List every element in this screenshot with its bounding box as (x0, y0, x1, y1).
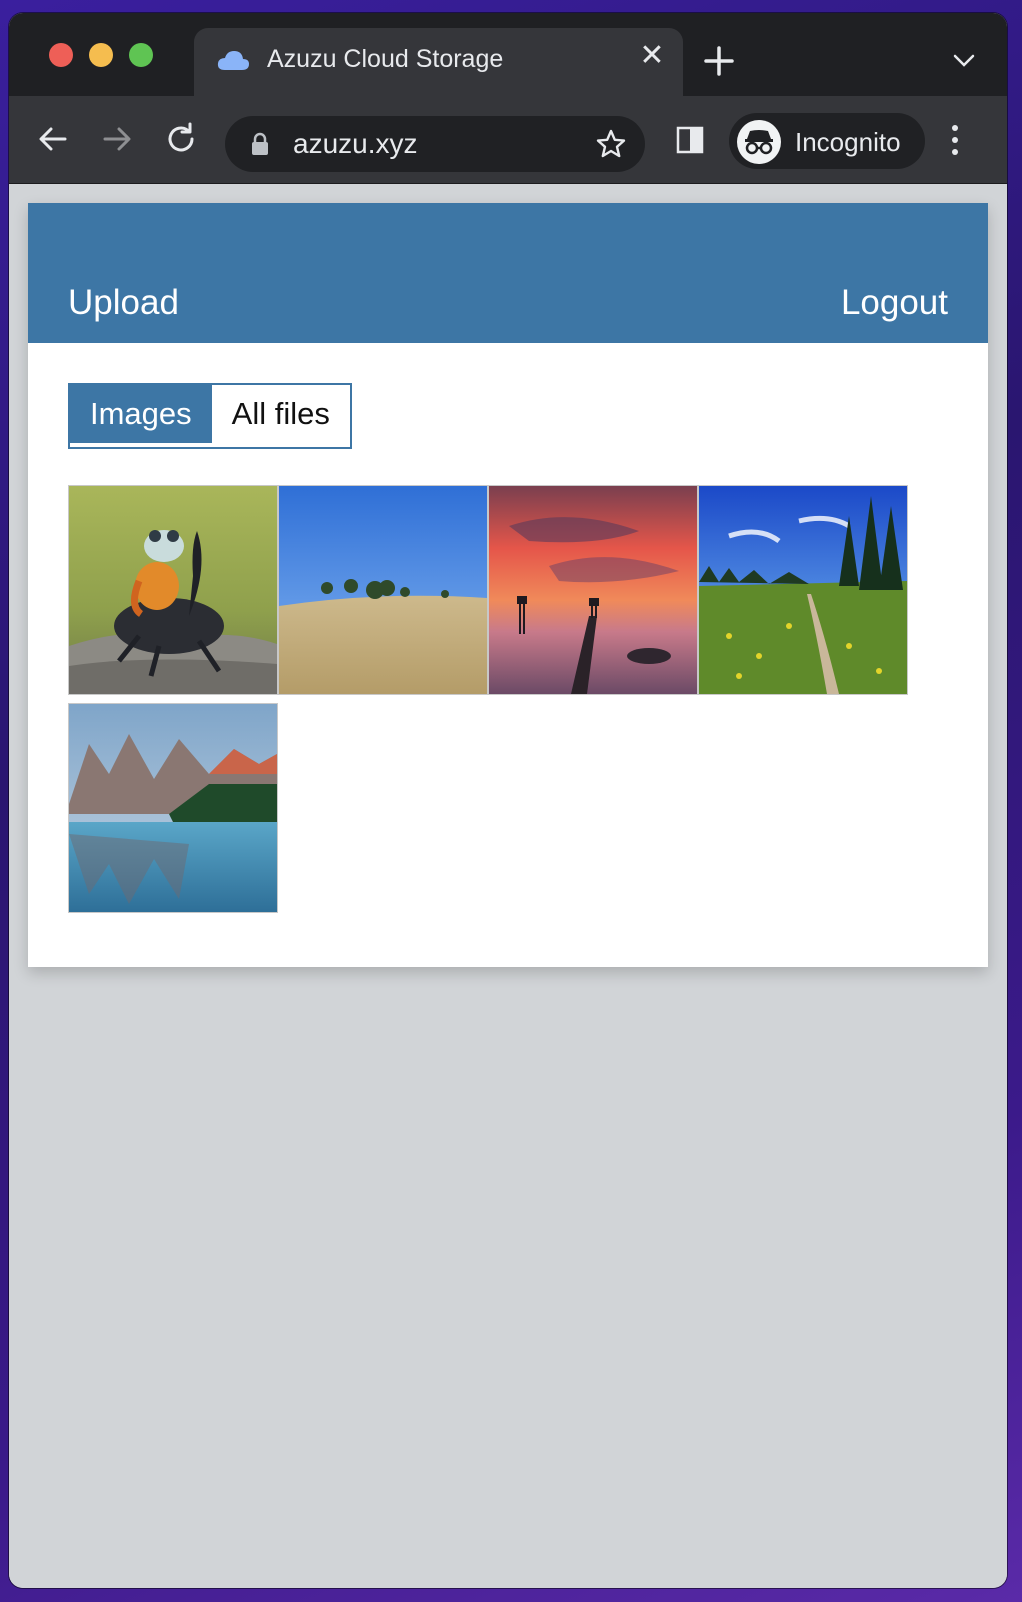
incognito-label: Incognito (795, 127, 901, 157)
image-thumbnail-5[interactable] (68, 703, 278, 913)
tab-images[interactable]: Images (70, 385, 212, 443)
image-thumbnail-4[interactable] (698, 485, 908, 695)
incognito-icon (745, 130, 773, 155)
tab-all-files[interactable]: All files (211, 385, 350, 443)
lock-icon[interactable] (251, 132, 269, 156)
sunset-pier-image (489, 486, 697, 694)
minimize-window-button[interactable] (89, 43, 113, 67)
logout-link[interactable]: Logout (840, 283, 948, 322)
incognito-profile-button[interactable]: Incognito (729, 113, 925, 169)
browser-tab[interactable]: Azuzu Cloud Storage ✕ (194, 28, 683, 96)
url-text[interactable]: azuzu.xyz (293, 128, 418, 159)
image-thumbnail-1[interactable] (68, 485, 278, 695)
frog-beetle-image (69, 486, 277, 694)
address-bar[interactable]: azuzu.xyz (225, 116, 645, 172)
browser-window: Azuzu Cloud Storage ✕ azuzu.xyz (9, 13, 1007, 1588)
cloud-icon (217, 51, 249, 70)
main-card: Upload Logout Images All files (28, 203, 988, 967)
app-header: Upload Logout (28, 203, 988, 343)
browser-toolbar: azuzu.xyz Incognito (9, 96, 1007, 184)
close-window-button[interactable] (49, 43, 73, 67)
forward-arrow-icon[interactable] (99, 121, 135, 157)
maximize-window-button[interactable] (129, 43, 153, 67)
side-panel-icon[interactable] (675, 125, 705, 155)
chevron-down-icon[interactable] (951, 51, 977, 71)
tab-title: Azuzu Cloud Storage (267, 45, 504, 73)
kebab-menu-icon[interactable] (949, 123, 961, 157)
mountain-lake-image (69, 704, 277, 912)
incognito-avatar (737, 120, 781, 164)
grass-field-image (279, 486, 487, 694)
back-arrow-icon[interactable] (35, 121, 71, 157)
filter-tabs: Images All files (68, 383, 352, 449)
close-tab-button[interactable]: ✕ (639, 39, 665, 72)
meadow-trail-image (699, 486, 907, 694)
plus-icon[interactable] (701, 43, 737, 79)
image-thumbnail-3[interactable] (488, 485, 698, 695)
upload-link[interactable]: Upload (68, 283, 179, 322)
tab-strip: Azuzu Cloud Storage ✕ (9, 13, 1007, 96)
reload-icon[interactable] (163, 121, 199, 157)
page-viewport: Upload Logout Images All files (9, 184, 1007, 1588)
image-thumbnail-2[interactable] (278, 485, 488, 695)
star-icon[interactable] (595, 128, 627, 160)
